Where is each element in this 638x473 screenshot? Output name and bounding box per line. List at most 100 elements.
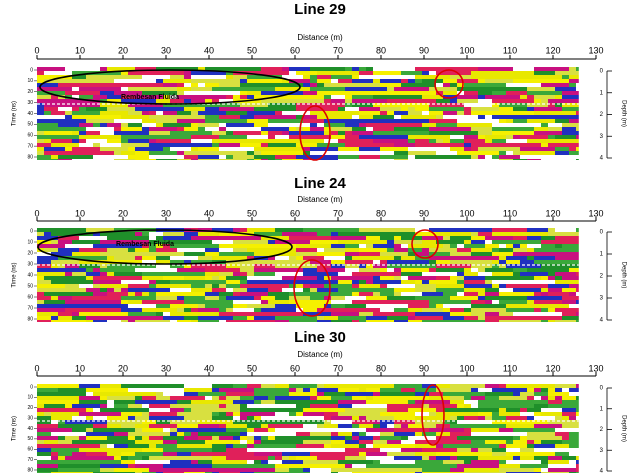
radargram-cell — [51, 115, 58, 119]
radargram-cell — [520, 244, 527, 248]
radargram-cell — [303, 392, 310, 396]
radargram-cell — [450, 115, 457, 119]
radargram-cell — [541, 404, 548, 408]
radargram-cell — [457, 151, 464, 155]
radargram-cell — [513, 384, 520, 388]
radargram-cell — [478, 123, 485, 127]
radargram-cell — [457, 147, 464, 151]
radargram-cell — [198, 392, 205, 396]
radargram-cell — [114, 412, 121, 416]
radargram-cell — [177, 256, 184, 260]
radargram-cell — [562, 272, 569, 276]
radargram-cell — [163, 155, 170, 159]
radargram-cell — [387, 312, 394, 316]
radargram-cell — [324, 320, 331, 322]
radargram-cell — [457, 127, 464, 131]
radargram-cell — [576, 87, 579, 91]
radargram-cell — [464, 388, 471, 392]
radargram-cell — [128, 143, 135, 147]
radargram-cell — [233, 304, 240, 308]
radargram-cell — [380, 139, 387, 143]
radargram-cell — [317, 139, 324, 143]
panel-title: Line 29 — [294, 1, 346, 18]
radargram-cell — [212, 416, 219, 420]
radargram-cell — [366, 300, 373, 304]
radargram-cell — [401, 123, 408, 127]
radargram-cell — [576, 155, 579, 159]
radargram-cell — [499, 135, 506, 139]
radargram-cell — [324, 392, 331, 396]
radargram-cell — [247, 432, 254, 436]
radargram-cell — [184, 412, 191, 416]
radargram-cell — [177, 384, 184, 388]
radargram-cell — [219, 135, 226, 139]
depth-tick-label: 4 — [600, 318, 604, 324]
radargram-cell — [86, 107, 93, 111]
radargram-cell — [401, 151, 408, 155]
radargram-cell — [352, 288, 359, 292]
radargram-cell — [352, 428, 359, 432]
radargram-cell — [485, 260, 492, 264]
radargram-cell — [191, 123, 198, 127]
radargram-cell — [471, 272, 478, 276]
radargram-cell — [359, 127, 366, 131]
radargram-cell — [268, 288, 275, 292]
radargram-cell — [100, 268, 107, 272]
radargram-cell — [436, 228, 443, 232]
radargram-cell — [121, 83, 128, 87]
radargram-cell — [401, 260, 408, 264]
x-tick-label: 90 — [419, 363, 429, 373]
radargram-cell — [429, 268, 436, 272]
radargram-cell — [93, 244, 100, 248]
radargram-cell — [569, 392, 576, 396]
radargram-cell — [247, 75, 254, 79]
radargram-cell — [478, 388, 485, 392]
radargram-cell — [436, 304, 443, 308]
radargram-cell — [457, 412, 464, 416]
radargram-cell — [37, 147, 44, 151]
radargram-cell — [107, 143, 114, 147]
radargram-cell — [520, 292, 527, 296]
radargram-cell — [107, 316, 114, 320]
radargram-cell — [387, 396, 394, 400]
y-tick-label: 0 — [30, 67, 33, 73]
radargram-cell — [198, 268, 205, 272]
radargram-cell — [317, 404, 324, 408]
radargram-cell — [72, 131, 79, 135]
radargram-cell — [303, 404, 310, 408]
y-tick-label: 40 — [27, 272, 33, 278]
radargram-cell — [100, 396, 107, 400]
radargram-cell — [44, 408, 51, 412]
radargram-cell — [450, 384, 457, 388]
radargram-cell — [394, 300, 401, 304]
radargram-cell — [548, 400, 555, 404]
radargram-cell — [289, 436, 296, 440]
radargram-cell — [156, 252, 163, 256]
radargram-cell — [79, 95, 86, 99]
radargram-cell — [128, 127, 135, 131]
radargram-cell — [457, 123, 464, 127]
radargram-cell — [513, 248, 520, 252]
radargram-cell — [345, 284, 352, 288]
radargram-cell — [422, 111, 429, 115]
radargram-cell — [366, 260, 373, 264]
radargram-cell — [373, 91, 380, 95]
radargram-cell — [541, 280, 548, 284]
radargram-cell — [541, 115, 548, 119]
radargram-cell — [163, 151, 170, 155]
radargram-cell — [366, 155, 373, 159]
radargram-cell — [359, 139, 366, 143]
radargram-cell — [576, 119, 579, 123]
radargram-cell — [408, 256, 415, 260]
radargram-cell — [394, 284, 401, 288]
radargram-cell — [464, 276, 471, 280]
radargram-cell — [121, 115, 128, 119]
radargram-cell — [296, 388, 303, 392]
radargram-cell — [436, 151, 443, 155]
radargram-cell — [303, 396, 310, 400]
radargram-cell — [324, 396, 331, 400]
radargram-cell — [121, 308, 128, 312]
radargram-cell — [534, 272, 541, 276]
radargram-cell — [310, 91, 317, 95]
radargram-cell — [149, 135, 156, 139]
